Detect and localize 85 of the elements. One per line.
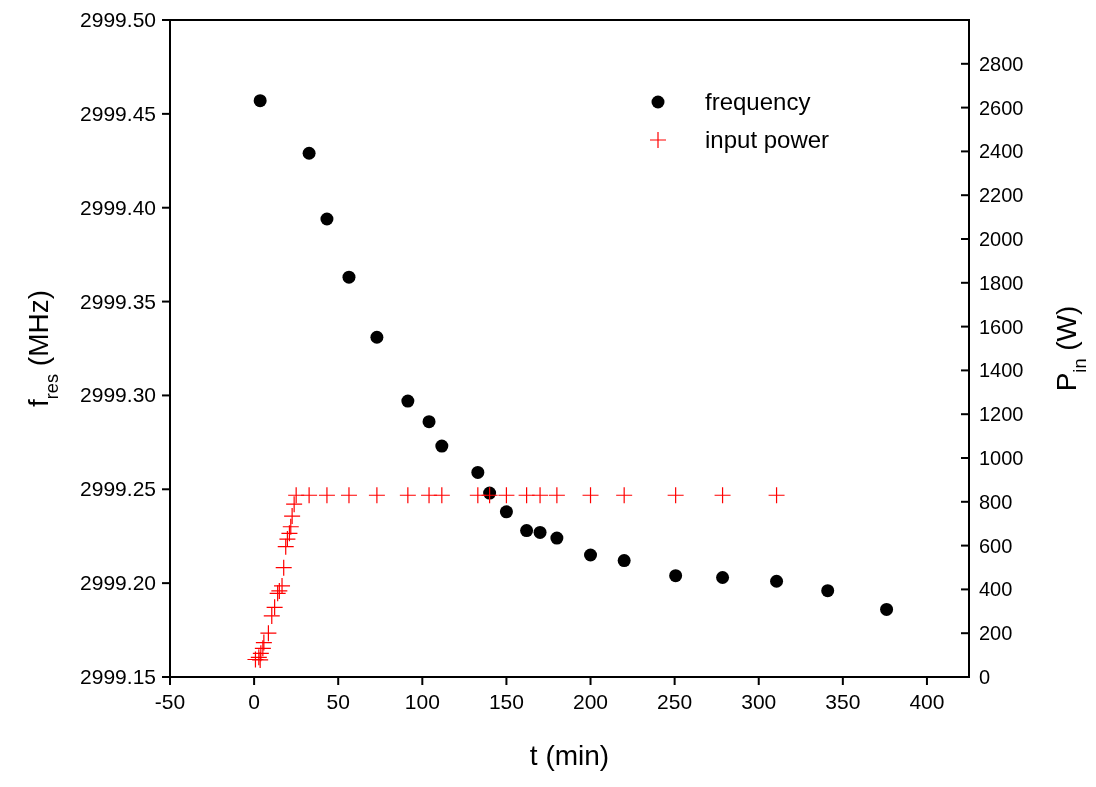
point [584, 548, 598, 562]
point [342, 270, 356, 284]
point [302, 146, 316, 160]
y2-tick-label: 800 [979, 490, 1013, 513]
y2-tick-label: 1400 [979, 359, 1024, 382]
y-tick-label: 2999.40 [80, 195, 156, 219]
point [767, 486, 786, 504]
y2-tick-label: 1800 [979, 271, 1024, 294]
point [716, 571, 730, 585]
legend-label: input power [705, 126, 830, 153]
point [370, 330, 384, 344]
legend-label: frequency [705, 88, 811, 115]
y2-tick-label: 2400 [979, 140, 1024, 163]
x-axis-title: t (min) [529, 740, 610, 771]
point [253, 94, 267, 108]
point [273, 577, 291, 595]
point [280, 524, 299, 542]
point [617, 554, 631, 568]
x-tick-label: 200 [573, 690, 609, 713]
point [433, 486, 451, 504]
point [263, 607, 281, 625]
point [368, 486, 386, 504]
y2-tick-label: 1200 [979, 403, 1024, 426]
point [770, 574, 784, 588]
x-tick-label: 350 [825, 690, 861, 713]
y2-tick-label: 0 [979, 666, 991, 688]
point [533, 525, 547, 539]
point [550, 531, 564, 545]
point [282, 518, 300, 536]
point [399, 486, 417, 504]
point [285, 495, 303, 513]
point [615, 486, 633, 504]
point [435, 439, 449, 453]
point [320, 212, 334, 226]
y2-tick-label: 1000 [979, 447, 1024, 469]
point [422, 415, 436, 429]
point [548, 486, 566, 504]
point [275, 559, 293, 577]
point [499, 505, 513, 519]
point [259, 624, 277, 642]
point [520, 524, 534, 538]
point [497, 486, 516, 504]
point [318, 486, 336, 504]
point [255, 634, 273, 652]
y2-tick-label: 2800 [979, 52, 1024, 75]
y-tick-label: 2999.45 [80, 101, 156, 125]
point [471, 465, 485, 479]
x-tick-label: 250 [657, 690, 693, 713]
point [300, 486, 318, 504]
y-tick-label: 2999.50 [80, 8, 156, 31]
point [581, 486, 600, 504]
y-tick-label: 2999.35 [80, 289, 156, 313]
point [713, 486, 732, 504]
y2-tick-label: 2600 [979, 96, 1024, 119]
point [880, 602, 894, 616]
point [266, 598, 284, 616]
point [252, 644, 270, 662]
point [278, 530, 297, 548]
x-tick-label: 100 [404, 690, 440, 713]
point [667, 486, 685, 504]
y2-tick-label: 2200 [979, 184, 1024, 207]
y-tick-label: 2999.25 [80, 477, 156, 501]
y-tick-label: 2999.30 [80, 383, 156, 407]
x-tick-label: 0 [248, 690, 260, 713]
y2-tick-label: 600 [979, 534, 1013, 557]
y-tick-label: 2999.15 [80, 665, 156, 688]
x-tick-label: 50 [326, 690, 350, 713]
x-tick-label: -50 [154, 690, 186, 713]
point [277, 538, 295, 556]
point [283, 507, 301, 525]
point [669, 569, 683, 583]
x-tick-label: 300 [741, 690, 777, 713]
point [481, 486, 499, 504]
point [531, 486, 549, 504]
y2-tick-label: 200 [979, 622, 1013, 645]
y2-tick-label: 1600 [979, 315, 1024, 338]
y2-tick-label: 2000 [979, 228, 1024, 250]
point [401, 394, 415, 408]
point [821, 584, 835, 598]
y2-tick-label: 400 [979, 578, 1013, 601]
point [254, 639, 272, 657]
x-tick-label: 150 [488, 690, 524, 713]
x-tick-label: 400 [909, 690, 945, 713]
point [340, 486, 358, 504]
y-tick-label: 2999.20 [80, 571, 156, 595]
